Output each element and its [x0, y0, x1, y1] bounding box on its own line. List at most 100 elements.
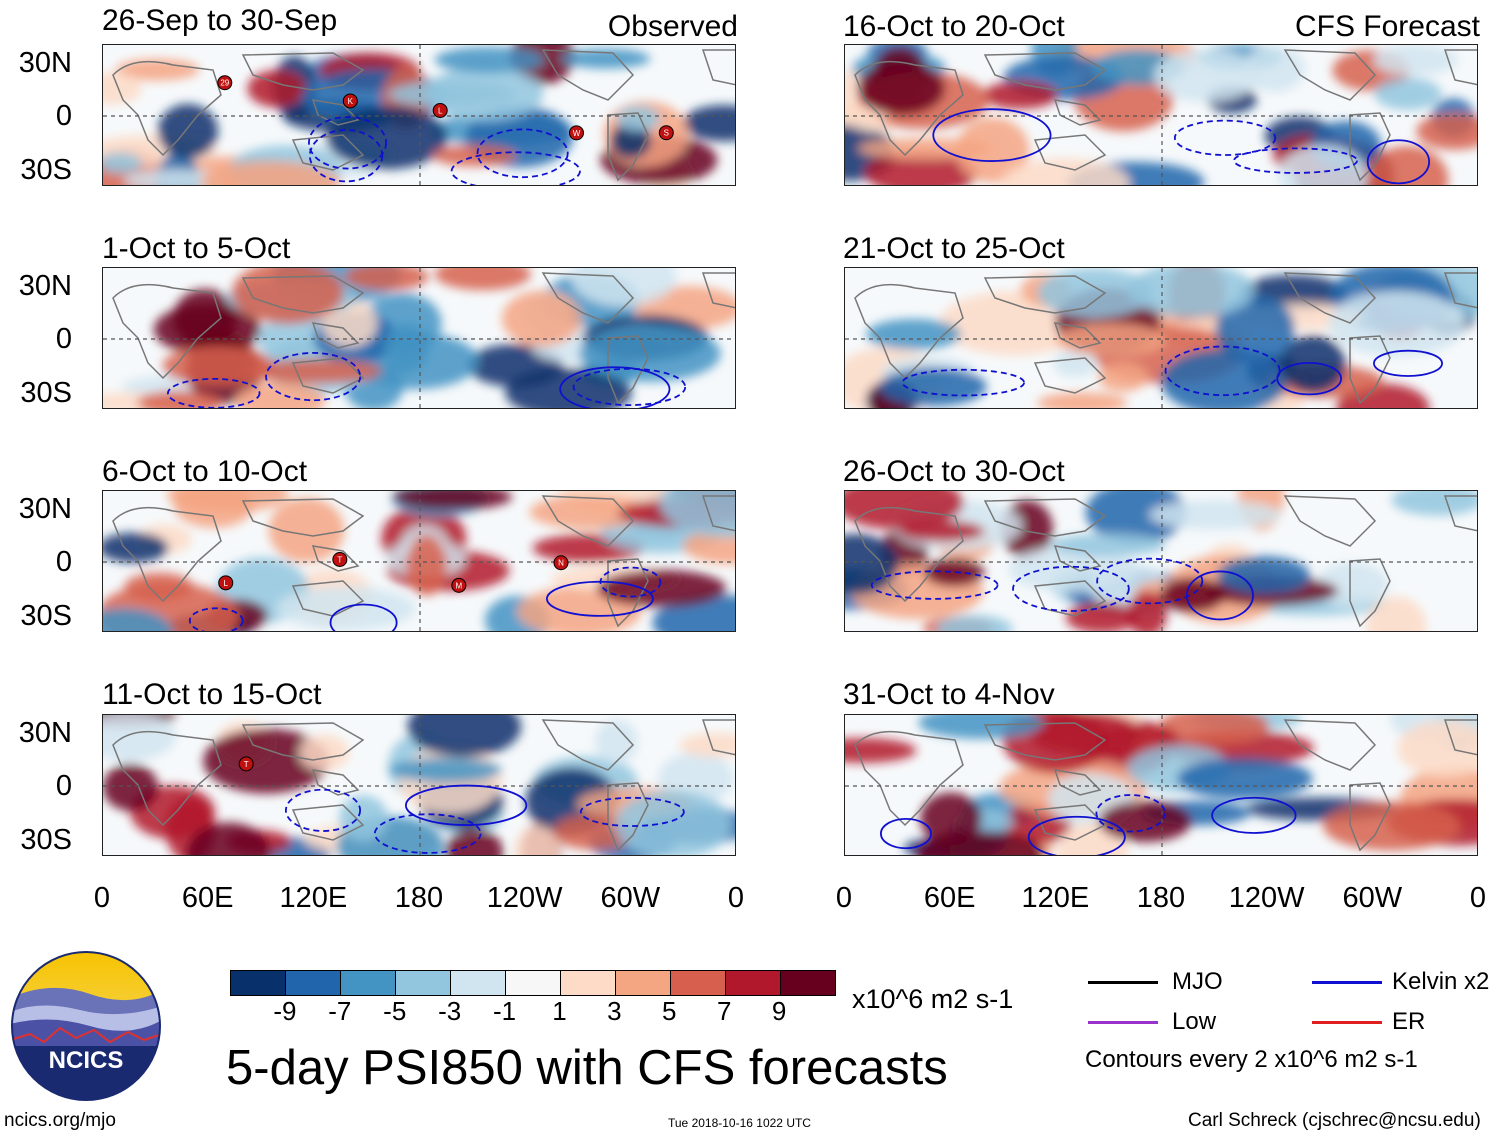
coastline	[1283, 272, 1377, 324]
coastline	[311, 99, 360, 126]
panel-title-obs-1: 26-Sep to 30-Sep	[102, 4, 338, 37]
coastline	[607, 335, 649, 405]
coastline	[983, 52, 1107, 91]
anomaly-blob	[1049, 533, 1166, 557]
coastline	[541, 495, 635, 547]
anomaly-blob	[1158, 715, 1270, 745]
kelvin-contour	[559, 366, 671, 408]
anomaly-blob	[1278, 144, 1368, 185]
coastline	[1443, 495, 1477, 532]
kelvin-contour	[265, 352, 362, 402]
lon-label: 0	[1469, 882, 1487, 914]
anomaly-blob	[845, 491, 964, 530]
anomaly-blob	[432, 145, 516, 167]
anomaly-blob	[1065, 602, 1139, 631]
coastline	[607, 782, 649, 852]
lat-label: 30S	[20, 600, 72, 632]
anomaly-blob	[299, 734, 350, 771]
svg-text:W: W	[573, 129, 581, 138]
anomaly-blob	[1373, 45, 1458, 76]
lat-label: 30N	[18, 717, 72, 749]
kelvin-contour	[373, 813, 482, 854]
coastline	[1053, 769, 1102, 796]
lon-label: 60E	[181, 882, 234, 914]
anomaly-blob	[857, 61, 945, 116]
panel-title-fc-1: 16-Oct to 20-Oct	[843, 10, 1065, 43]
anomaly-blob	[1149, 500, 1282, 530]
anomaly-blob	[445, 828, 504, 855]
coastline	[291, 357, 365, 394]
footer-author: Carl Schreck (cjschrec@ncsu.edu)	[1188, 1110, 1481, 1131]
anomaly-blob	[920, 792, 982, 845]
anomaly-blob	[1126, 591, 1168, 631]
kelvin-contour	[1276, 361, 1342, 396]
coastline	[541, 272, 635, 324]
storm-marker: K	[342, 93, 358, 109]
coastline	[1349, 335, 1391, 405]
svg-text:K: K	[348, 97, 354, 106]
footer-url: ncics.org/mjo	[4, 1110, 116, 1131]
coastline	[1443, 49, 1477, 86]
footer-timestamp: Tue 2018-10-16 1022 UTC	[668, 1116, 811, 1130]
anomaly-blob	[250, 358, 382, 384]
colorbar-swatch	[671, 971, 726, 995]
lat-label: 30S	[20, 154, 72, 186]
lat-label: 30N	[18, 270, 72, 302]
panel-title-obs-3: 6-Oct to 10-Oct	[102, 455, 308, 488]
kelvin-contour	[284, 788, 362, 832]
anomaly-blob	[1053, 349, 1098, 378]
anomaly-blob	[864, 150, 978, 185]
anomaly-blob	[1280, 335, 1346, 393]
coastline	[1033, 580, 1107, 617]
anomaly-blob	[529, 494, 651, 530]
anomaly-blob	[614, 790, 732, 855]
colorbar-swatch	[561, 971, 616, 995]
anomaly-blob	[1328, 290, 1466, 357]
coastline	[1283, 49, 1377, 101]
coastline	[1033, 357, 1107, 394]
anomaly-blob	[878, 367, 987, 407]
anomaly-blob	[103, 715, 177, 762]
lon-label: 120E	[1021, 882, 1090, 914]
anomaly-blob	[173, 491, 255, 528]
lon-label: 120W	[1228, 882, 1305, 914]
anomaly-blob	[103, 72, 142, 105]
panel-title-obs-4: 11-Oct to 15-Oct	[102, 678, 322, 711]
legend-label-mjo: MJO	[1172, 968, 1223, 995]
anomaly-blob	[1008, 546, 1138, 593]
anomaly-blob	[392, 491, 513, 510]
legend-label-low: Low	[1172, 1008, 1217, 1035]
coastline	[1053, 99, 1102, 126]
coastline	[854, 506, 964, 603]
storm-marker: S	[658, 125, 674, 141]
anomaly-blob	[434, 268, 531, 291]
kelvin-contour	[1185, 570, 1254, 621]
lat-label: 30S	[20, 824, 72, 856]
storm-marker: T	[332, 551, 348, 567]
anomaly-blob	[1160, 348, 1288, 408]
anomaly-blob	[1217, 555, 1310, 595]
anomaly-blob	[200, 161, 341, 185]
observed-label: Observed	[607, 10, 738, 43]
legend-label-kelvin: Kelvin x2	[1392, 968, 1490, 995]
anomaly-blob	[579, 325, 721, 382]
anomaly-blob	[137, 390, 223, 408]
panel-title-fc-4: 31-Oct to 4-Nov	[843, 678, 1055, 711]
panel-title-fc-3: 26-Oct to 30-Oct	[843, 455, 1065, 488]
anomaly-blob	[505, 368, 632, 408]
svg-text:N: N	[558, 559, 564, 568]
kelvin-contour	[599, 566, 662, 598]
coastline	[112, 506, 222, 603]
anomaly-blob	[596, 570, 727, 608]
svg-text:T: T	[244, 760, 249, 769]
anomaly-blob	[1098, 800, 1192, 843]
colorbar-tick-label: -5	[383, 996, 407, 1026]
lat-label: 30N	[18, 47, 72, 79]
coastline	[1033, 804, 1107, 841]
anomaly-blob	[1366, 596, 1427, 631]
colorbar-swatch	[726, 971, 781, 995]
lon-label: 60E	[923, 882, 976, 914]
coastline	[854, 730, 964, 827]
anomaly-blob	[1098, 362, 1148, 392]
anomaly-blob	[594, 719, 639, 765]
